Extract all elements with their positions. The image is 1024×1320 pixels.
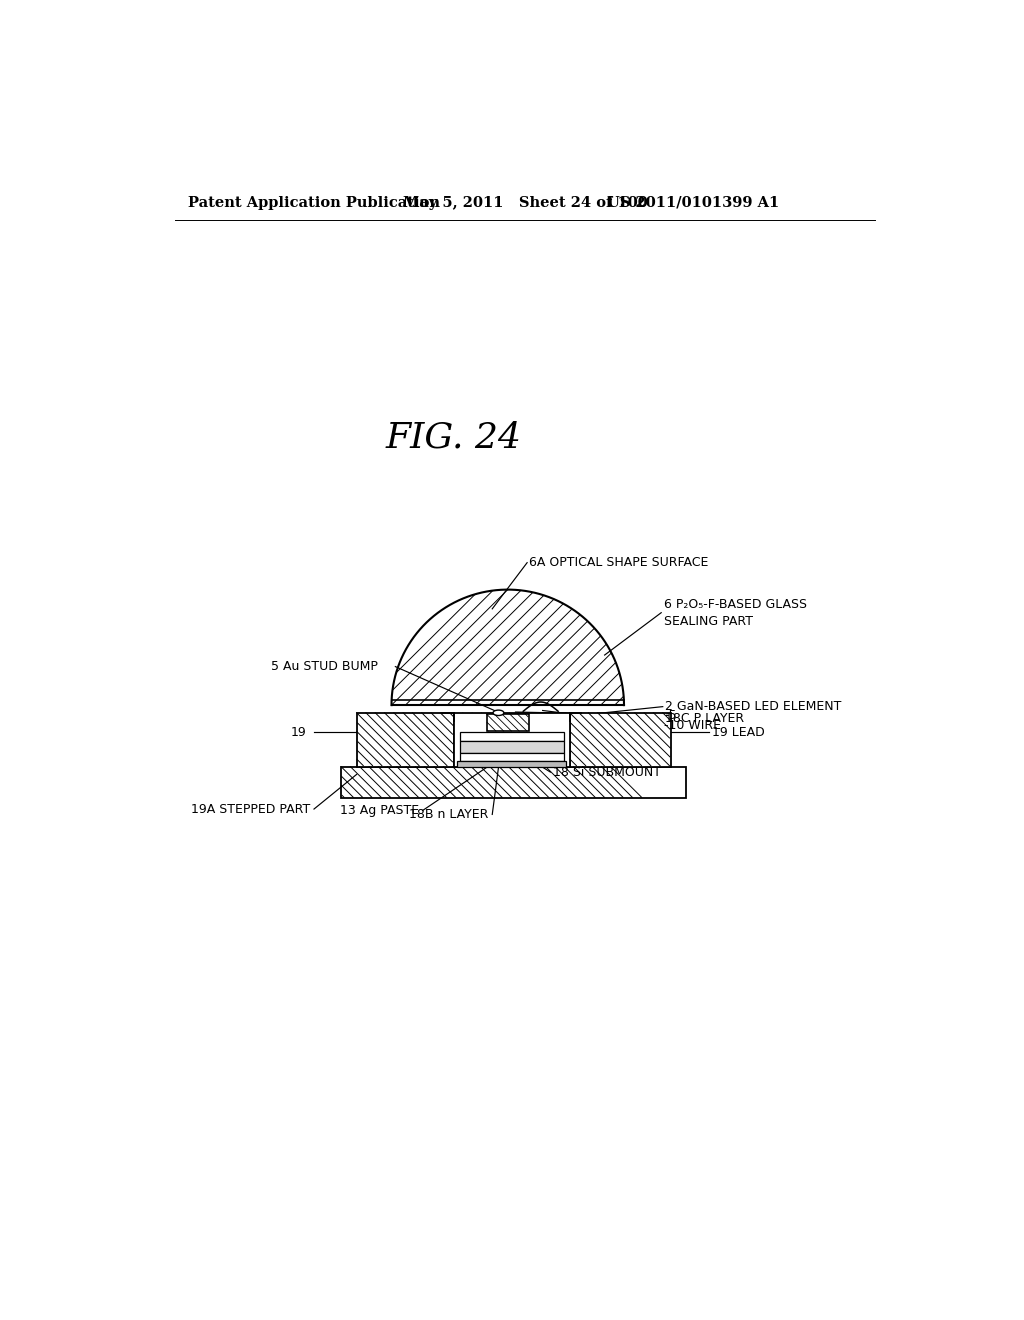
Ellipse shape xyxy=(493,710,504,715)
Text: 6 P₂O₅-F-BASED GLASS
SEALING PART: 6 P₂O₅-F-BASED GLASS SEALING PART xyxy=(664,598,807,628)
Text: 13 Ag PASTE: 13 Ag PASTE xyxy=(340,804,419,817)
Text: Patent Application Publication: Patent Application Publication xyxy=(188,195,440,210)
Bar xyxy=(356,713,454,767)
Bar xyxy=(460,733,563,742)
Text: 19 LEAD: 19 LEAD xyxy=(712,726,764,739)
Text: May 5, 2011   Sheet 24 of 100: May 5, 2011 Sheet 24 of 100 xyxy=(403,195,648,210)
Bar xyxy=(460,752,563,760)
Text: 5 Au STUD BUMP: 5 Au STUD BUMP xyxy=(271,660,378,673)
Text: 18C P LAYER: 18C P LAYER xyxy=(665,711,744,725)
Text: 18B n LAYER: 18B n LAYER xyxy=(409,808,488,821)
Bar xyxy=(569,713,671,767)
Text: 18 Si SUBMOUNT: 18 Si SUBMOUNT xyxy=(553,766,660,779)
Bar xyxy=(458,760,566,767)
Text: -10 WIRE: -10 WIRE xyxy=(665,718,721,731)
Bar xyxy=(341,767,686,797)
Bar xyxy=(460,742,563,752)
Text: FIG. 24: FIG. 24 xyxy=(385,420,521,454)
Text: US 2011/0101399 A1: US 2011/0101399 A1 xyxy=(607,195,779,210)
Text: 19: 19 xyxy=(291,726,306,739)
Bar xyxy=(486,714,529,731)
Text: 19A STEPPED PART: 19A STEPPED PART xyxy=(190,803,310,816)
Text: -5: -5 xyxy=(665,709,677,722)
Text: 6A OPTICAL SHAPE SURFACE: 6A OPTICAL SHAPE SURFACE xyxy=(529,556,709,569)
Bar xyxy=(454,713,569,767)
Text: 2 GaN-BASED LED ELEMENT: 2 GaN-BASED LED ELEMENT xyxy=(665,700,842,713)
